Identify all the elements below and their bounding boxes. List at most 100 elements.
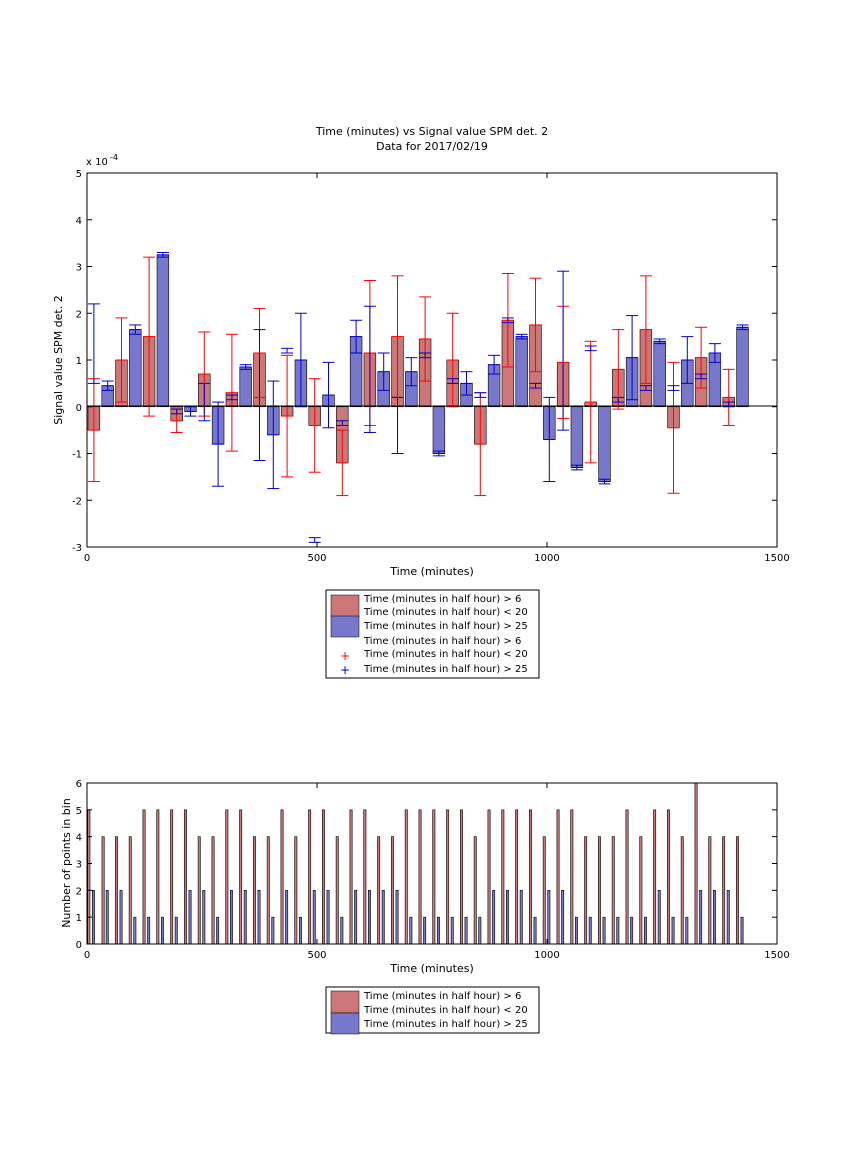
y-tick-label: 5 — [76, 169, 82, 180]
bar — [653, 340, 666, 408]
x-tick-label: 1500 — [764, 950, 789, 961]
bar — [418, 809, 422, 945]
bottom-y-ticks: 0 1 2 3 4 5 6 — [76, 779, 777, 951]
bar — [528, 809, 532, 945]
bar — [432, 809, 436, 945]
bottom-x-axis-label: Time (minutes) — [389, 962, 474, 975]
bar — [280, 809, 284, 945]
top-y-axis-label: Signal value SPM det. 2 — [52, 295, 65, 425]
top-legend: Time (minutes in half hour) > 6 Time (mi… — [325, 589, 540, 679]
top-legend-item-plus-red: + Time (minutes in half hour) > 6 Time (… — [340, 636, 528, 663]
legend-swatch-blue-bar — [330, 1012, 360, 1035]
bar — [404, 809, 408, 945]
bar — [478, 916, 482, 945]
x-tick-label: 500 — [307, 553, 326, 564]
bar — [381, 890, 385, 945]
top-chart-title: Time (minutes) vs Signal value SPM det. … — [315, 125, 548, 138]
legend-label: Time (minutes in half hour) > 25 — [363, 664, 528, 675]
y-tick-label: 3 — [76, 263, 82, 274]
bottom-x-ticks: 0 500 1000 1500 — [84, 783, 790, 961]
bar — [671, 916, 675, 945]
bar — [584, 836, 588, 945]
bar — [160, 916, 164, 945]
bar — [409, 916, 413, 945]
bar — [588, 916, 592, 945]
bar — [515, 809, 519, 945]
y-tick-label: 4 — [76, 833, 82, 844]
bar — [239, 366, 252, 408]
bar — [147, 916, 151, 945]
legend-label: Time (minutes in half hour) > 25 — [363, 1019, 528, 1030]
bar — [363, 809, 367, 945]
bar — [680, 836, 684, 945]
bottom-legend: Time (minutes in half hour) > 6 Time (mi… — [325, 986, 540, 1035]
legend-label: Time (minutes in half hour) > 6 — [363, 991, 521, 1002]
y-tick-label: 1 — [76, 356, 82, 367]
bar — [114, 836, 118, 945]
y-tick-label: 6 — [76, 779, 82, 790]
legend-label: Time (minutes in half hour) > 6 — [363, 636, 521, 647]
y-tick-label: -2 — [72, 496, 82, 507]
bar — [639, 836, 643, 945]
y-tick-label: -3 — [72, 543, 82, 554]
top-chart-error-bars — [87, 251, 749, 543]
top-chart-exponent: x 10 -4 — [86, 153, 118, 168]
bar — [312, 890, 316, 945]
top-y-ticks: -3 -2 -1 0 1 2 3 4 5 — [72, 169, 777, 554]
bar — [156, 809, 160, 945]
bar — [229, 890, 233, 945]
top-chart-subtitle: Data for 2017/02/19 — [376, 140, 488, 153]
bar — [708, 836, 712, 945]
bar — [133, 916, 137, 945]
y-tick-label: 1 — [76, 913, 82, 924]
bar — [547, 890, 551, 945]
bottom-chart-bars — [87, 782, 744, 945]
bar — [105, 890, 109, 945]
legend-swatch-red-bar — [330, 594, 360, 618]
bar — [611, 836, 615, 945]
bar — [556, 809, 560, 945]
bar — [308, 809, 312, 945]
bar — [519, 890, 523, 945]
bar — [459, 809, 463, 945]
bar — [694, 782, 698, 945]
bar — [367, 890, 371, 945]
top-x-ticks: 0 500 1000 1500 — [84, 173, 790, 564]
y-tick-label: 2 — [76, 886, 82, 897]
bar — [432, 406, 446, 454]
top-exponent-base: x 10 — [86, 157, 108, 168]
bar — [243, 890, 247, 945]
bar — [726, 890, 730, 945]
y-tick-label: 3 — [76, 860, 82, 871]
bar — [616, 916, 620, 945]
bar — [492, 890, 496, 945]
bar — [252, 836, 256, 945]
bar — [202, 890, 206, 945]
legend-label-2: Time (minutes in half hour) < 20 — [363, 607, 528, 618]
bar — [505, 890, 509, 945]
bar — [685, 916, 689, 945]
legend-label-2: Time (minutes in half hour) < 20 — [363, 1005, 528, 1016]
bar — [625, 809, 629, 945]
x-tick-label: 500 — [307, 950, 326, 961]
bar — [598, 406, 611, 482]
top-legend-frame — [325, 589, 540, 679]
bar — [643, 916, 647, 945]
y-tick-label: 5 — [76, 806, 82, 817]
bar — [487, 809, 491, 945]
bar — [390, 836, 394, 945]
bar — [570, 809, 574, 945]
bar — [423, 916, 427, 945]
bar — [174, 916, 178, 945]
bar — [211, 836, 215, 945]
bar — [699, 890, 703, 945]
bar — [197, 836, 201, 945]
bar — [395, 890, 399, 945]
bar — [533, 916, 537, 945]
bar — [266, 836, 270, 945]
bar — [87, 809, 91, 945]
bar — [271, 916, 275, 945]
bottom-legend-item-blue: Time (minutes in half hour) > 25 — [330, 1012, 528, 1035]
bar — [602, 916, 606, 945]
